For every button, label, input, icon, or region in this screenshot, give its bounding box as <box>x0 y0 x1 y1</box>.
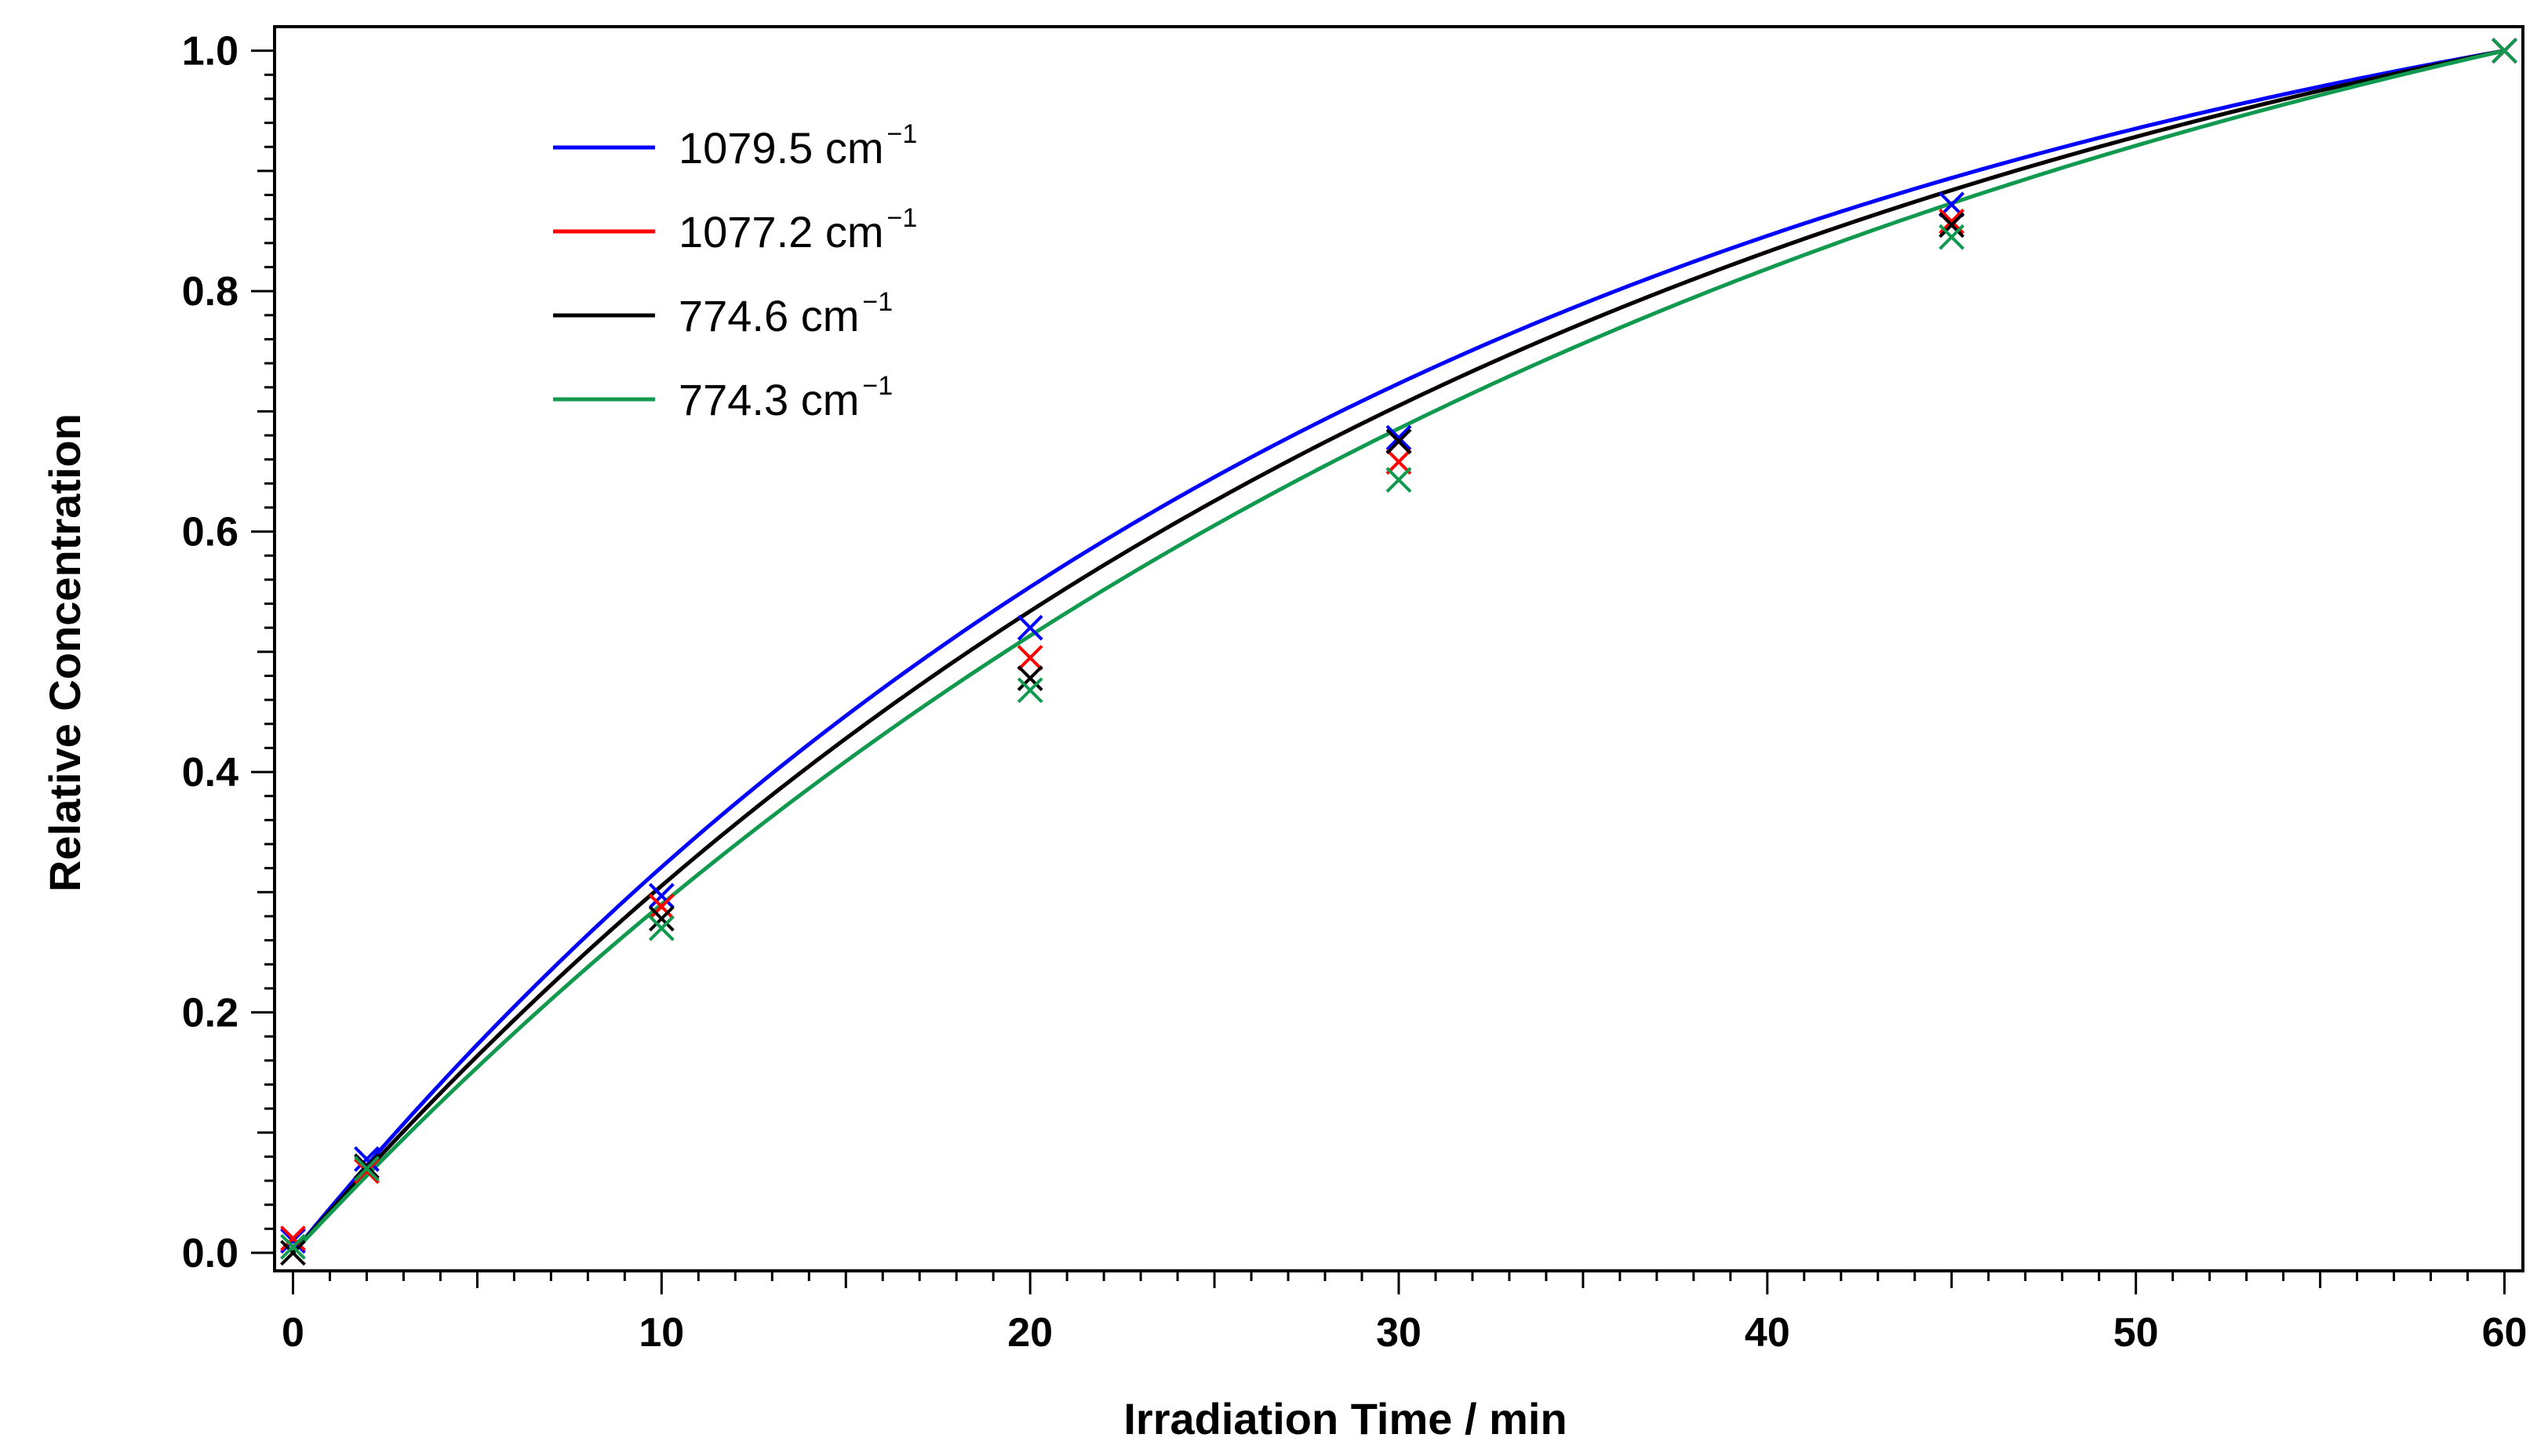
fit-curve-series-1 <box>291 49 2505 1254</box>
plot-frame-layer <box>273 25 2524 1272</box>
data-point-series-3 <box>354 1153 380 1180</box>
data-point-series-3 <box>648 905 675 932</box>
legend-entry: 774.3 cm −1 <box>553 371 893 424</box>
data-point-series-3 <box>1938 212 1965 238</box>
x-tick-label: 20 <box>1007 1310 1053 1356</box>
legend-label: 774.6 cm −1 <box>679 287 893 340</box>
data-point-series-3 <box>1017 665 1043 691</box>
marker-stroke <box>1938 212 1965 238</box>
y-tick-label: 0.6 <box>182 510 238 555</box>
marker-stroke <box>1017 614 1043 641</box>
marker-stroke <box>1385 449 1412 475</box>
y-tick-label: 0.2 <box>182 991 238 1036</box>
y-tick-label: 0.4 <box>182 750 238 795</box>
fit-curves-layer <box>291 49 2506 1254</box>
data-point-series-2 <box>648 894 675 920</box>
plot-frame <box>273 25 2524 1272</box>
marker-stroke <box>1938 224 1965 250</box>
y-tick-label: 0.0 <box>182 1231 238 1276</box>
data-point-series-4 <box>2492 38 2517 64</box>
y-tick-label: 1.0 <box>182 29 238 75</box>
data-point-series-3 <box>1385 428 1412 455</box>
legend-label: 1077.2 cm −1 <box>679 203 917 257</box>
legend-entry: 1077.2 cm −1 <box>553 203 917 257</box>
marker-stroke <box>1385 428 1412 455</box>
marker-stroke <box>1017 677 1043 704</box>
ticks-layer: 0 10 20 30 40 50 60 0.0 0.2 0.4 0.6 0.8 1.0 <box>182 29 2528 1356</box>
x-axis-label: Irradiation Time / min <box>1123 1394 1567 1443</box>
data-point-series-4 <box>1938 224 1965 250</box>
marker-stroke <box>1017 645 1043 671</box>
marker-stroke <box>648 905 675 932</box>
marker-stroke <box>354 1153 380 1180</box>
marker-stroke <box>1017 665 1043 691</box>
data-point-series-4 <box>354 1156 380 1182</box>
data-point-series-4 <box>1385 467 1412 493</box>
legend-entry: 1079.5 cm −1 <box>553 119 917 173</box>
data-point-series-2 <box>1385 449 1412 475</box>
legend-label: 1079.5 cm −1 <box>679 119 917 173</box>
data-point-series-4 <box>648 915 675 941</box>
data-point-series-1 <box>648 883 675 909</box>
data-point-series-1 <box>354 1146 380 1172</box>
x-tick-label: 60 <box>2482 1310 2528 1356</box>
data-point-series-1 <box>280 1228 306 1254</box>
marker-stroke <box>280 1228 306 1254</box>
data-point-series-2 <box>1017 645 1043 671</box>
y-axis-label: Relative Concentration <box>40 413 89 892</box>
x-tick-label: 30 <box>1376 1310 1421 1356</box>
marker-stroke <box>648 883 675 909</box>
fit-curve-series-3 <box>291 49 2506 1254</box>
x-tick-label: 40 <box>1745 1310 1790 1356</box>
legend: 1079.5 cm −1 1077.2 cm −1 774.6 cm −1 774.3 cm… <box>553 119 917 424</box>
x-tick-label: 50 <box>2113 1310 2159 1356</box>
data-point-series-1 <box>1017 614 1043 641</box>
marker-stroke <box>648 915 675 941</box>
data-point-series-3 <box>280 1239 306 1266</box>
marker-stroke <box>354 1158 380 1185</box>
marker-stroke <box>354 1156 380 1182</box>
data-point-series-2 <box>354 1158 380 1185</box>
data-point-series-4 <box>280 1233 306 1260</box>
data-point-series-1 <box>1385 424 1412 451</box>
x-tick-label: 0 <box>282 1310 304 1356</box>
marker-stroke <box>2492 38 2517 64</box>
marker-stroke <box>648 894 675 920</box>
marker-stroke <box>280 1239 306 1266</box>
marker-stroke <box>354 1146 380 1172</box>
fit-curve-series-4 <box>291 49 2506 1254</box>
marker-stroke <box>1385 467 1412 493</box>
legend-label: 774.3 cm −1 <box>679 371 893 424</box>
marker-stroke <box>280 1233 306 1260</box>
x-tick-label: 10 <box>639 1310 684 1356</box>
data-point-series-4 <box>1017 677 1043 704</box>
marker-stroke <box>1385 424 1412 451</box>
y-tick-label: 0.8 <box>182 269 238 315</box>
data-points-layer <box>280 38 2517 1266</box>
legend-entry: 774.6 cm −1 <box>553 287 893 340</box>
